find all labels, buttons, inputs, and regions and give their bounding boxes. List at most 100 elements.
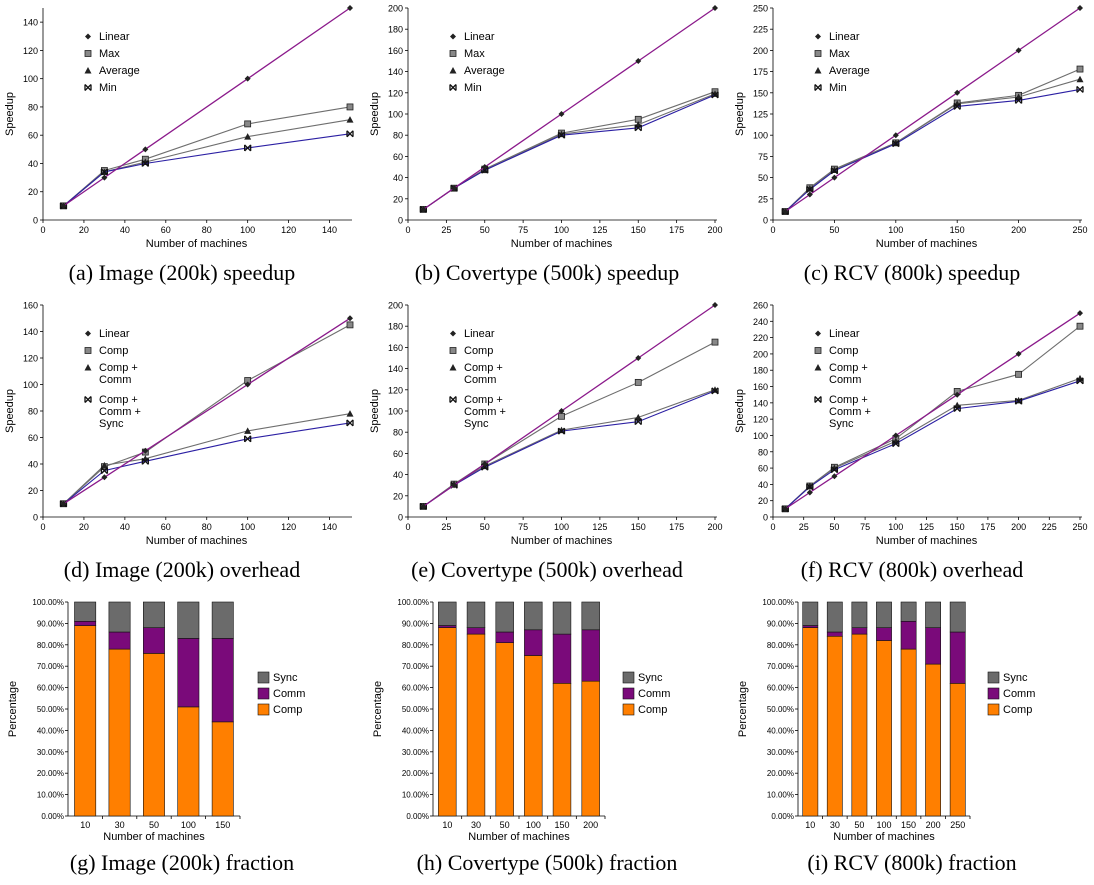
chart-svg-c: 0 25 50 75 100 125 150 175 200 225 250 0 50 100 150 200… — [734, 4, 1088, 251]
y-tick-label: 0 — [398, 216, 403, 226]
x-axis-label: Number of machines — [103, 831, 205, 843]
legend-marker — [85, 330, 91, 337]
bar-comp — [802, 627, 819, 817]
y-tick-label: 140 — [388, 364, 403, 374]
x-tick-label: 0 — [405, 522, 410, 532]
y-tick-label: 40 — [28, 159, 38, 169]
caption-b: (b) Covertype (500k) speedup — [414, 260, 680, 285]
chart-panel-h: 0.00% 10.00% 20.00% 30.00% 40.00% 50.00% 60.00… — [365, 594, 729, 884]
y-tick-label: 10.00% — [402, 791, 429, 800]
data-point — [806, 186, 814, 193]
y-tick-label: 60.00% — [767, 684, 794, 693]
y-tick-label: 160 — [388, 46, 403, 56]
bar-comm — [949, 631, 966, 684]
x-tick-label: 100 — [888, 522, 903, 532]
data-point — [892, 140, 900, 148]
legend-marker — [449, 50, 457, 57]
data-point — [142, 447, 149, 454]
bar-sync — [876, 601, 892, 629]
data-point — [830, 167, 839, 175]
y-tick-label: 120 — [23, 354, 38, 364]
x-tick-label: 120 — [281, 225, 296, 235]
chart-panel-g: 0.00% 10.00% 20.00% 30.00% 40.00% 50.00% 60.00… — [0, 594, 364, 884]
legend-marker — [814, 50, 822, 57]
data-point — [244, 381, 251, 388]
bar-comp — [211, 721, 234, 817]
y-tick-label: 20.00% — [402, 769, 429, 778]
data-point — [141, 160, 149, 167]
bar-comp — [552, 683, 572, 817]
x-tick-label: 50 — [480, 522, 490, 532]
bar-sync — [495, 601, 514, 633]
y-tick-label: 60 — [393, 449, 403, 459]
y-axis-label: Percentage — [372, 681, 384, 737]
legend-label: Max — [99, 48, 120, 60]
chart-svg-h: 0.00% 10.00% 20.00% 30.00% 40.00% 50.00% 60.00… — [372, 598, 670, 843]
legend-swatch-comp — [987, 703, 1000, 716]
y-tick-label: 20 — [393, 194, 403, 204]
x-axis-label: Number of machines — [146, 238, 248, 250]
x-tick-label: 25 — [441, 225, 451, 235]
x-tick-label: 10 — [442, 820, 452, 830]
bar-sync — [851, 601, 868, 629]
y-tick-label: 0 — [763, 216, 768, 226]
y-tick-label: 40.00% — [37, 726, 64, 735]
y-tick-label: 30.00% — [767, 748, 794, 757]
y-tick-label: 180 — [388, 322, 403, 332]
y-tick-label: 70.00% — [37, 662, 64, 671]
x-tick-label: 20 — [79, 225, 89, 235]
series-line-average — [63, 119, 351, 207]
y-tick-label: 80.00% — [767, 641, 794, 650]
legend-marker — [815, 330, 821, 337]
y-tick-label: 40 — [393, 470, 403, 480]
bar-sync — [949, 601, 966, 633]
bar-comm — [552, 633, 572, 684]
chart-svg-a: 0 20 40 60 80 100 120 140 0 20 40 60 80 100 120 140 Numb… — [4, 5, 354, 250]
y-tick-label: 200 — [388, 301, 403, 311]
legend-marker — [84, 67, 92, 74]
bar-comm — [851, 627, 868, 635]
data-point — [346, 116, 354, 123]
y-tick-label: 240 — [753, 317, 768, 327]
bar-sync — [74, 601, 97, 622]
data-point — [712, 5, 718, 11]
x-tick-label: 25 — [441, 522, 451, 532]
x-tick-label: 225 — [1042, 522, 1057, 532]
data-point — [346, 419, 354, 427]
legend-label: Linear — [99, 328, 130, 340]
series-line-min — [423, 94, 716, 210]
legend-swatch-comp — [622, 703, 635, 716]
data-point — [420, 503, 427, 510]
x-axis-label: Number of machines — [511, 535, 613, 547]
bar-sync — [826, 601, 843, 633]
y-tick-label: 60 — [28, 131, 38, 141]
y-tick-label: 140 — [23, 327, 38, 337]
chart-svg-g: 0.00% 10.00% 20.00% 30.00% 40.00% 50.00% 60.00… — [7, 598, 305, 843]
y-tick-label: 90.00% — [402, 619, 429, 628]
x-tick-label: 50 — [829, 522, 839, 532]
legend-swatch-sync — [622, 671, 635, 684]
x-tick-label: 125 — [592, 225, 607, 235]
x-tick-label: 200 — [1011, 225, 1026, 235]
x-tick-label: 100 — [876, 820, 891, 830]
x-tick-label: 150 — [950, 522, 965, 532]
bar-comm — [466, 627, 486, 635]
bar-comp — [74, 625, 97, 817]
y-tick-label: 10.00% — [767, 791, 794, 800]
bar-sync — [802, 601, 819, 626]
x-tick-label: 75 — [860, 522, 870, 532]
data-point — [100, 168, 109, 176]
bar-comp — [900, 648, 917, 817]
y-tick-label: 25 — [758, 194, 768, 204]
data-point — [141, 457, 149, 465]
y-axis-label: Speedup — [369, 389, 381, 433]
data-point — [634, 418, 642, 426]
x-tick-label: 0 — [40, 522, 45, 532]
bar-comp — [495, 642, 514, 817]
y-tick-label: 120 — [23, 46, 38, 56]
data-point — [558, 412, 565, 420]
data-point — [558, 408, 565, 414]
y-tick-label: 50.00% — [37, 705, 64, 714]
legend-label: Comp — [638, 704, 667, 716]
data-point — [244, 133, 252, 140]
